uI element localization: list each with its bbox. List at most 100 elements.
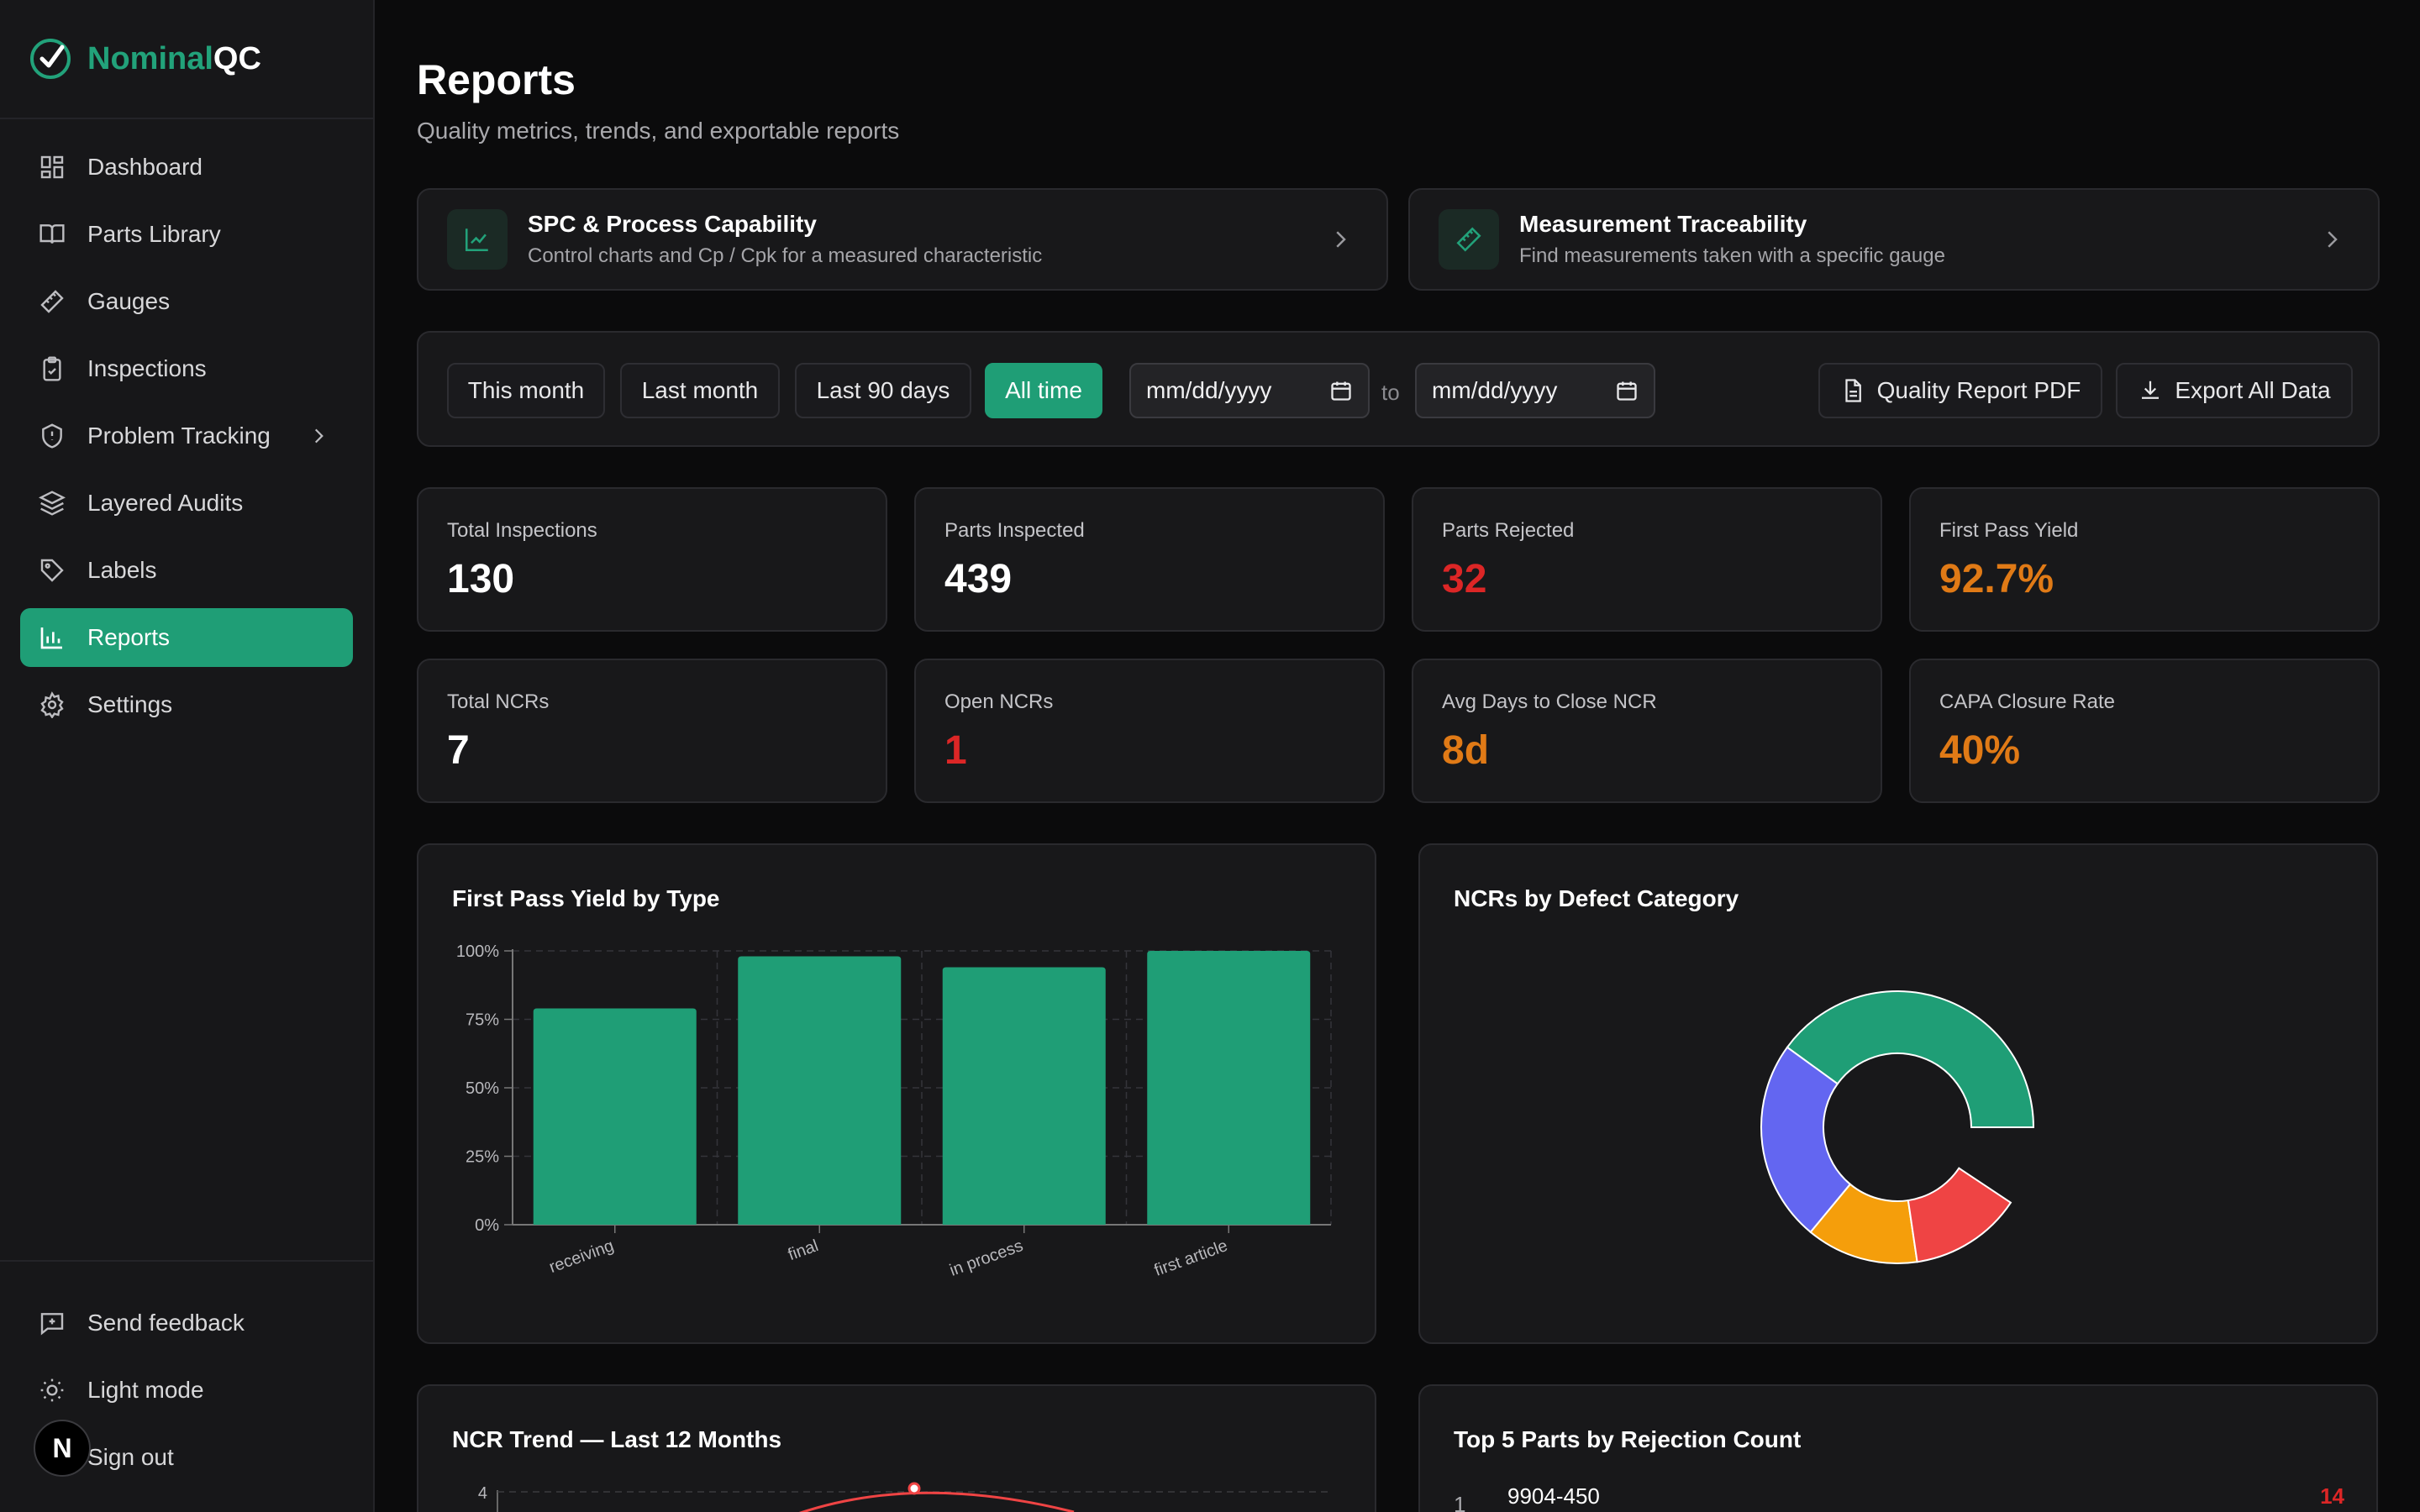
light-mode-label: Light mode: [87, 1377, 204, 1403]
stat-value: 40%: [1939, 728, 2021, 773]
ruler-icon: [1456, 227, 1481, 252]
ncr-trend-chart-card: NCR Trend — Last 12 Months 4: [417, 1384, 1376, 1512]
stat-label: Parts Rejected: [1442, 519, 1575, 542]
book-icon: [39, 224, 65, 244]
stat-card-avg-days-to-close: Avg Days to Close NCR 8d: [1412, 659, 1882, 803]
date-to-placeholder: mm/dd/yyyy: [1432, 377, 1558, 403]
rejection-count: 14: [2320, 1483, 2344, 1509]
stat-label: Parts Inspected: [944, 519, 1085, 542]
donut-slice: [1760, 1046, 1852, 1234]
stat-label: Avg Days to Close NCR: [1442, 690, 1657, 713]
sidebar-item-label: Parts Library: [87, 221, 221, 247]
y-tick-label: 25%: [466, 1148, 499, 1167]
sidebar-item-label: Problem Tracking: [87, 423, 271, 449]
bar: [533, 1008, 697, 1225]
line-chart-icon: [465, 228, 488, 252]
stat-card-parts-rejected: Parts Rejected 32: [1412, 487, 1882, 632]
sidebar-item-label: Inspections: [87, 355, 207, 381]
avatar[interactable]: N: [34, 1420, 91, 1477]
sidebar-item-parts-library[interactable]: Parts Library: [20, 205, 353, 264]
stat-card-capa-closure-rate: CAPA Closure Rate 40%: [1909, 659, 2380, 803]
gear-icon: [40, 691, 64, 718]
chart-title: First Pass Yield by Type: [452, 885, 720, 911]
y-tick-label: 50%: [466, 1079, 499, 1098]
stat-card-total-ncrs: Total NCRs 7: [417, 659, 887, 803]
stat-label: Total NCRs: [447, 690, 550, 713]
y-tick-label: 0%: [475, 1216, 499, 1235]
range-last-month-button[interactable]: Last month: [620, 363, 780, 418]
sidebar-item-label: Reports: [87, 624, 171, 650]
export-all-data-button[interactable]: Export All Data: [2116, 363, 2353, 418]
stat-label: CAPA Closure Rate: [1939, 690, 2115, 713]
x-tick-label: receiving: [547, 1236, 617, 1277]
download-icon: [2142, 381, 2160, 399]
clipboard-check-icon: [43, 356, 61, 381]
calendar-icon[interactable]: [1615, 379, 1639, 402]
chevron-right-icon[interactable]: [308, 425, 329, 447]
ncr-trend-line-chart: 4: [478, 1482, 1331, 1512]
quality-report-pdf-button[interactable]: Quality Report PDF: [1818, 363, 2102, 418]
sidebar-item-label: Labels: [87, 557, 157, 583]
sign-out-label: Sign out: [87, 1444, 174, 1470]
bar-chart-icon: [40, 627, 62, 649]
x-tick-label: first article: [1152, 1236, 1230, 1280]
stat-label: Total Inspections: [447, 519, 597, 542]
bar: [942, 967, 1106, 1225]
y-tick-label: 100%: [456, 942, 499, 961]
stat-card-open-ncrs: Open NCRs 1: [914, 659, 1385, 803]
link-title: Measurement Traceability: [1519, 211, 1807, 237]
sidebar-bottom: Send feedback Light mode Sign out N: [0, 1260, 373, 1512]
sidebar-item-settings[interactable]: Settings: [20, 675, 353, 734]
trend-line: [799, 1491, 1075, 1512]
stat-card-total-inspections: Total Inspections 130: [417, 487, 887, 632]
range-this-month-button[interactable]: This month: [447, 363, 605, 418]
date-from-input[interactable]: mm/dd/yyyy: [1129, 363, 1370, 418]
donut-slice: [1907, 1167, 2012, 1263]
sidebar-item-label: Layered Audits: [87, 490, 244, 516]
donut-slice: [1786, 990, 2035, 1128]
light-mode-toggle[interactable]: Light mode: [20, 1361, 353, 1420]
link-title: SPC & Process Capability: [528, 211, 817, 237]
stat-value: 1: [944, 728, 967, 773]
stat-value: 439: [944, 557, 1013, 601]
bar: [1147, 951, 1311, 1225]
sidebar-item-problem-tracking[interactable]: Problem Tracking: [20, 407, 353, 465]
sidebar-item-inspections[interactable]: Inspections: [20, 339, 353, 398]
measurement-traceability-card[interactable]: Measurement Traceability Find measuremen…: [1408, 188, 2380, 291]
chevron-right-icon: [1336, 231, 1346, 248]
dashboard-icon: [40, 155, 64, 179]
filter-bar: This month Last month Last 90 days All t…: [417, 331, 2380, 447]
stat-value: 32: [1442, 557, 1487, 601]
top-parts-rejection-card: Top 5 Parts by Rejection Count 1 9904-45…: [1418, 1384, 2378, 1512]
stat-value: 92.7%: [1939, 557, 2054, 601]
sidebar-item-layered-audits[interactable]: Layered Audits: [20, 474, 353, 533]
range-all-time-button[interactable]: All time: [985, 363, 1102, 418]
sidebar-item-labels[interactable]: Labels: [20, 541, 353, 600]
page-subtitle: Quality metrics, trends, and exportable …: [417, 118, 900, 144]
sidebar-item-label: Settings: [87, 691, 173, 717]
layers-icon: [39, 491, 66, 516]
sidebar-item-reports[interactable]: Reports: [20, 608, 353, 667]
file-text-icon: [1845, 379, 1861, 402]
sidebar-item-dashboard[interactable]: Dashboard: [20, 138, 353, 197]
fpy-by-type-chart-card: First Pass Yield by Type 0% 25% 50% 75% 100%…: [417, 843, 1376, 1344]
send-feedback-label: Send feedback: [87, 1310, 245, 1336]
stat-label: First Pass Yield: [1939, 519, 2079, 542]
sidebar-item-gauges[interactable]: Gauges: [20, 272, 353, 331]
date-from-placeholder: mm/dd/yyyy: [1146, 377, 1272, 403]
fpy-bar-chart: 0% 25% 50% 75% 100% receiving final in process f…: [456, 942, 1332, 1280]
range-last-90-days-button[interactable]: Last 90 days: [795, 363, 971, 418]
quality-report-pdf-label: Quality Report PDF: [1876, 377, 2081, 403]
date-to-input[interactable]: mm/dd/yyyy: [1415, 363, 1655, 418]
calendar-icon[interactable]: [1329, 379, 1353, 402]
sidebar-nav: Dashboard Parts Library Gauges Inspectio…: [0, 119, 373, 734]
y-tick-label: 4: [478, 1484, 487, 1503]
send-feedback-button[interactable]: Send feedback: [20, 1294, 353, 1352]
brand[interactable]: NominalQC: [0, 0, 373, 119]
stat-value: 130: [447, 557, 515, 601]
y-tick-label: 75%: [466, 1011, 499, 1030]
stat-value: 8d: [1442, 728, 1490, 773]
spc-process-capability-card[interactable]: SPC & Process Capability Control charts …: [417, 188, 1388, 291]
table-row[interactable]: 1 9904-450 14: [1454, 1483, 2344, 1512]
date-range-to-label: to: [1381, 380, 1400, 405]
